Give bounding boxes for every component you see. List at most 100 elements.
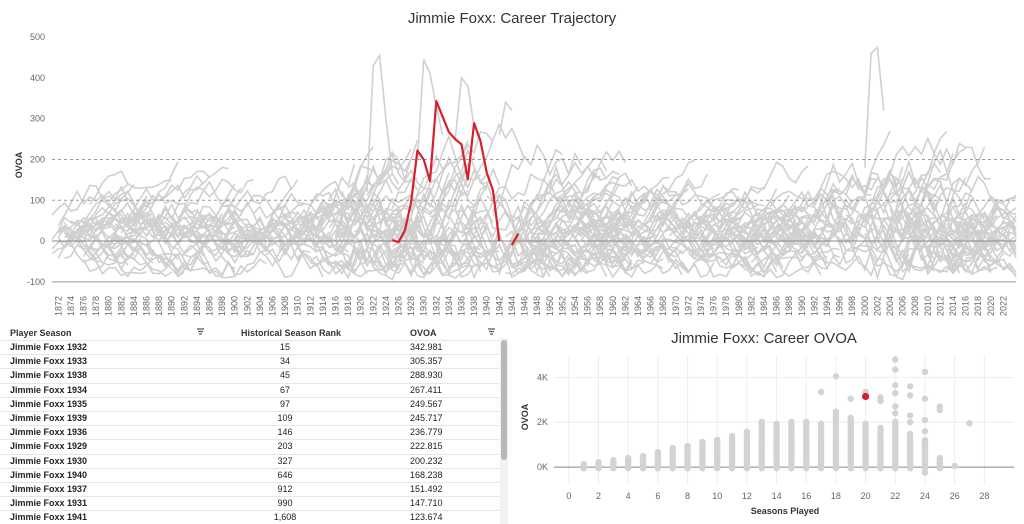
scatter-point [743, 428, 751, 436]
background-line [404, 166, 501, 279]
x-tick-label: 1940 [482, 296, 492, 316]
x-tick-label: 10 [712, 491, 722, 501]
table-row[interactable]: Jimmie Foxx 1936 146 236.779 [0, 425, 500, 439]
background-line [404, 168, 488, 210]
background-line [624, 207, 690, 231]
background-line [397, 240, 425, 264]
header-ovoa[interactable]: OVOA [410, 328, 437, 338]
table-row[interactable]: Jimmie Foxx 1940 646 168.238 [0, 467, 500, 482]
background-line [631, 213, 683, 255]
background-line [215, 230, 242, 249]
x-tick-label: 1958 [595, 296, 605, 316]
background-line [682, 226, 721, 247]
series-line-jimmie-foxx [391, 99, 501, 243]
background-line [946, 247, 998, 267]
background-line [549, 217, 601, 239]
x-tick-label: 4 [626, 491, 631, 501]
x-tick-label: 1952 [557, 296, 567, 316]
scatter-point [847, 414, 854, 421]
x-tick-label: 1944 [507, 296, 517, 316]
table-row[interactable]: Jimmie Foxx 1932 15 342.981 [0, 340, 500, 354]
scatter-point [847, 395, 854, 402]
cell-rank: 990 [277, 498, 293, 509]
x-tick-label: 12 [742, 491, 752, 501]
background-line [649, 181, 746, 217]
background-line [297, 252, 368, 275]
scatter-point [862, 420, 869, 428]
cell-rank: 1,608 [273, 512, 297, 523]
background-line [146, 221, 204, 257]
trajectory-reference-lines [52, 158, 1016, 283]
sort-icon[interactable] [487, 327, 496, 336]
table-row[interactable]: Jimmie Foxx 1937 912 151.492 [0, 481, 500, 496]
background-line [965, 197, 1017, 224]
y-tick-label: 500 [30, 32, 45, 42]
header-player-season[interactable]: Player Season [10, 328, 72, 338]
table-row[interactable]: Jimmie Foxx 1939 109 245.717 [0, 410, 500, 425]
table-scrollbar-thumb[interactable] [501, 340, 507, 460]
x-tick-label: 1990 [797, 296, 807, 316]
background-line [864, 196, 948, 249]
background-line [983, 215, 1017, 246]
background-line [700, 213, 790, 242]
trajectory-y-ticks: 500 400 300 200 100 0 -100 [27, 32, 45, 287]
table-row[interactable]: Jimmie Foxx 1930 327 200.232 [0, 453, 500, 468]
background-line [442, 230, 551, 279]
x-tick-label: 1966 [646, 296, 656, 316]
background-line [441, 226, 463, 245]
background-line [983, 228, 1017, 252]
x-tick-label: 1996 [835, 296, 845, 316]
y-tick-label: 0 [40, 236, 45, 246]
x-tick-label: 26 [950, 491, 960, 501]
background-line [145, 202, 211, 236]
table-row[interactable]: Jimmie Foxx 1934 67 267.411 [0, 382, 500, 397]
scatter-point [921, 368, 929, 376]
x-tick-label: 2014 [948, 296, 958, 316]
background-line [990, 235, 1017, 260]
scatter-point [817, 388, 825, 396]
career-ovoa-chart: Jimmie Foxx: Career OVOA OVOA Seasons Pl… [520, 330, 1014, 516]
table-row[interactable]: Jimmie Foxx 1929 203 222.815 [0, 439, 500, 453]
background-line [347, 201, 399, 222]
table-row[interactable]: Jimmie Foxx 1938 45 288.930 [0, 368, 500, 382]
cell-ovoa: 168.238 [410, 469, 443, 480]
x-tick-label: 1880 [104, 296, 114, 316]
season-table: Player Season Historical Season Rank OVO… [0, 326, 510, 524]
background-line [145, 210, 186, 231]
x-tick-label: 2020 [986, 296, 996, 316]
scatter-point [595, 458, 602, 466]
sort-icon[interactable] [196, 327, 205, 336]
x-tick-label: 1968 [658, 296, 668, 316]
background-line [391, 186, 438, 222]
cell-rank: 109 [277, 412, 293, 423]
scatter-point [773, 420, 780, 428]
x-tick-label: 1920 [356, 296, 366, 316]
scatter-point [892, 403, 899, 410]
background-line [511, 244, 531, 267]
x-tick-label: 1974 [696, 296, 706, 316]
header-historical-rank[interactable]: Historical Season Rank [241, 328, 342, 338]
background-line [208, 200, 298, 234]
background-line [448, 203, 501, 252]
scatter-point [758, 418, 765, 425]
background-line [914, 216, 985, 262]
table-row[interactable]: Jimmie Foxx 1933 34 305.357 [0, 354, 500, 368]
background-line [580, 227, 627, 256]
cell-season: Jimmie Foxx 1936 [10, 427, 88, 438]
background-line [637, 243, 683, 258]
scatter-point [936, 406, 944, 414]
table-row[interactable]: Jimmie Foxx 1931 990 147.710 [0, 496, 500, 510]
background-line [505, 228, 551, 258]
y-tick-label: 2K [537, 417, 548, 427]
x-tick-label: 1890 [167, 296, 177, 316]
x-tick-label: 1924 [381, 296, 391, 316]
table-row[interactable]: Jimmie Foxx 1941 1,608 123.674 [0, 510, 500, 524]
table-body: Jimmie Foxx 1932 15 342.981 Jimmie Foxx 193… [0, 340, 500, 524]
background-line [732, 249, 828, 279]
x-tick-label: 2022 [998, 296, 1008, 316]
scatter-point [921, 436, 929, 444]
background-line [290, 204, 330, 231]
table-row[interactable]: Jimmie Foxx 1935 97 249.567 [0, 396, 500, 411]
x-tick-label: 1986 [772, 296, 782, 316]
